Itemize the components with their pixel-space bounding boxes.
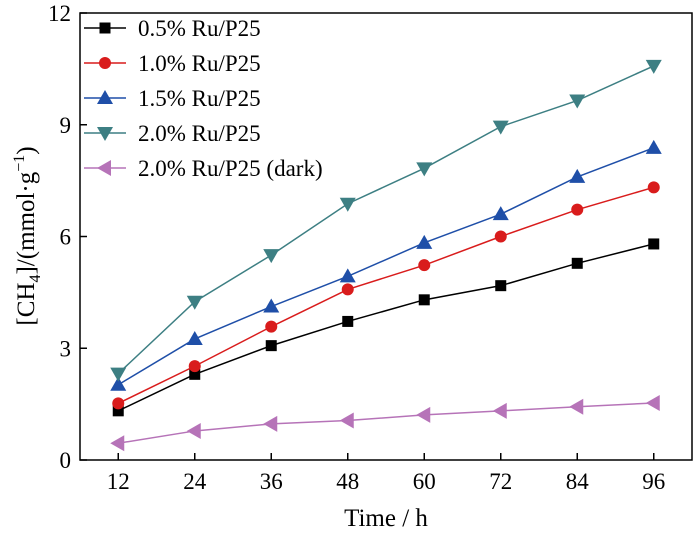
- data-point: [265, 340, 277, 352]
- x-tick-label: 84: [566, 469, 590, 494]
- data-point: [110, 435, 125, 452]
- legend-marker: [99, 57, 111, 69]
- x-tick-label: 60: [413, 469, 436, 494]
- series-line: [118, 402, 654, 444]
- data-point: [571, 203, 584, 216]
- data-point: [492, 402, 507, 419]
- legend-marker: [99, 22, 111, 34]
- data-point: [339, 197, 356, 212]
- data-point: [110, 367, 127, 382]
- series: [110, 139, 662, 391]
- y-tick-label: 12: [48, 1, 71, 26]
- data-point: [188, 360, 201, 373]
- series-layer: [110, 59, 662, 452]
- data-point: [339, 268, 356, 283]
- legend-marker: [97, 127, 113, 141]
- data-point: [341, 283, 354, 296]
- data-point: [112, 405, 124, 417]
- data-point: [265, 320, 278, 333]
- plot-frame: [79, 12, 693, 461]
- data-point: [571, 257, 583, 269]
- legend-item: 0.5% Ru/P25: [84, 16, 261, 41]
- data-point: [186, 422, 201, 439]
- y-axis-title-sub: 4: [27, 275, 44, 283]
- legend-item: 2.0% Ru/P25: [84, 121, 261, 146]
- x-axis-title: Time / h: [344, 505, 428, 532]
- x-tick-label: 24: [183, 469, 207, 494]
- series: [112, 181, 660, 410]
- data-point: [494, 230, 507, 243]
- x-tick-label: 48: [336, 469, 359, 494]
- data-point: [416, 162, 433, 177]
- data-point: [418, 259, 431, 272]
- legend-label: 2.0% Ru/P25: [138, 121, 261, 146]
- y-axis-title-prefix: [CH: [13, 283, 40, 326]
- data-point: [569, 168, 586, 183]
- series: [110, 59, 662, 382]
- legend-label: 1.5% Ru/P25: [138, 86, 261, 111]
- data-point: [569, 398, 584, 415]
- series-line: [117, 147, 655, 386]
- data-point: [648, 238, 660, 250]
- data-point: [342, 315, 354, 327]
- legend-label: 0.5% Ru/P25: [138, 16, 261, 41]
- legend-marker: [97, 90, 113, 104]
- data-point: [645, 395, 660, 412]
- legend: 0.5% Ru/P25 1.0% Ru/P25 1.5% Ru/P25 2.0% Ru…: [84, 16, 323, 181]
- y-tick-label: 6: [60, 225, 72, 250]
- series-line: [117, 243, 654, 412]
- data-point: [418, 294, 430, 306]
- data-point: [416, 234, 433, 249]
- y-tick-label: 9: [60, 113, 72, 138]
- data-point: [189, 368, 201, 380]
- data-point: [339, 412, 354, 429]
- x-tick-label: 12: [107, 469, 130, 494]
- data-point: [416, 406, 431, 423]
- legend-item: 1.0% Ru/P25: [84, 51, 261, 76]
- legend-item: 2.0% Ru/P25 (dark): [84, 156, 323, 181]
- series: [110, 395, 660, 452]
- legend-label: 2.0% Ru/P25 (dark): [138, 156, 323, 181]
- data-point: [186, 295, 203, 310]
- y-axis-title-sup: −1: [11, 155, 28, 172]
- legend-marker: [97, 160, 111, 176]
- y-tick-label: 3: [60, 336, 72, 361]
- data-point: [495, 280, 507, 292]
- x-tick-label: 96: [642, 469, 665, 494]
- data-point: [112, 397, 125, 410]
- series-line: [117, 65, 655, 375]
- data-point: [645, 59, 662, 74]
- data-point: [647, 181, 660, 194]
- data-point: [263, 298, 280, 313]
- y-axis-title-mid: ]/(mmol·g: [13, 171, 40, 274]
- series: [112, 238, 660, 417]
- data-point: [492, 206, 509, 221]
- data-point: [186, 330, 203, 345]
- legend-label: 1.0% Ru/P25: [138, 51, 261, 76]
- y-tick-label: 0: [60, 448, 72, 473]
- legend-item: 1.5% Ru/P25: [84, 86, 261, 111]
- data-point: [492, 120, 509, 135]
- data-point: [110, 376, 127, 391]
- data-point: [263, 249, 280, 264]
- y-axis-title: [CH4]/(mmol·g−1): [11, 146, 44, 325]
- x-tick-label: 36: [260, 469, 283, 494]
- series-line: [117, 186, 654, 405]
- data-point: [263, 415, 278, 432]
- data-point: [645, 139, 662, 154]
- x-tick-label: 72: [489, 469, 512, 494]
- y-axis-title-suffix: ): [13, 146, 40, 154]
- data-point: [569, 94, 586, 109]
